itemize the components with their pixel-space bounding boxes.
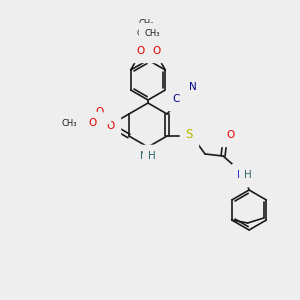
Text: O: O <box>226 130 234 140</box>
Text: O: O <box>136 46 145 56</box>
Text: H: H <box>244 170 252 180</box>
Text: O: O <box>142 35 150 45</box>
Text: N: N <box>237 170 245 180</box>
Text: N: N <box>189 82 196 92</box>
Text: O: O <box>96 107 104 117</box>
Text: CH₃: CH₃ <box>138 20 154 28</box>
Text: N: N <box>140 151 148 161</box>
Text: S: S <box>185 128 193 140</box>
Text: O: O <box>152 46 160 56</box>
Text: C: C <box>172 94 179 104</box>
Text: H: H <box>148 151 156 161</box>
Text: CH₃: CH₃ <box>145 29 161 38</box>
Text: O: O <box>88 118 97 128</box>
Text: CH₃: CH₃ <box>61 118 77 127</box>
Text: CH₃: CH₃ <box>136 28 152 38</box>
Text: O: O <box>106 121 114 131</box>
